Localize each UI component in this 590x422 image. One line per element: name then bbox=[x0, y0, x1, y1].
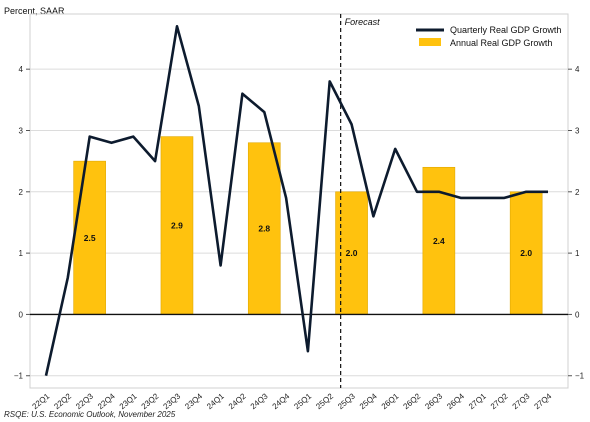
x-tick-label: 27Q3 bbox=[511, 391, 532, 411]
x-tick-label: 27Q1 bbox=[467, 391, 488, 411]
y-tick-label: 1 bbox=[19, 249, 24, 258]
y-tick-label: 3 bbox=[575, 126, 580, 135]
legend: Quarterly Real GDP Growth Annual Real GD… bbox=[416, 25, 561, 48]
annual-bar-2024 bbox=[247, 142, 281, 315]
y-tick-label: 4 bbox=[575, 65, 580, 74]
x-tick-label: 25Q1 bbox=[292, 391, 313, 411]
source-note: RSQE: U.S. Economic Outlook, November 20… bbox=[4, 410, 176, 419]
x-tick-label: 24Q1 bbox=[205, 391, 226, 411]
y-tick-label: 0 bbox=[575, 310, 580, 319]
quarterly-gdp-line bbox=[44, 24, 548, 376]
y-tick-label: 4 bbox=[19, 65, 24, 74]
x-tick-label: 27Q2 bbox=[489, 391, 510, 411]
x-tick-label: 22Q1 bbox=[31, 391, 52, 411]
legend-label-quarterly: Quarterly Real GDP Growth bbox=[450, 25, 561, 35]
forecast-divider: Forecast bbox=[340, 14, 381, 388]
bar-value-label: 2.0 bbox=[520, 248, 532, 258]
y-ticks-left: −1 0 1 2 3 4 bbox=[14, 65, 30, 381]
x-tick-labels: 22Q1 22Q2 22Q3 22Q4 23Q1 23Q2 23Q3 23Q4 24Q1 24Q2… bbox=[31, 391, 554, 411]
x-tick-label: 22Q2 bbox=[52, 391, 73, 411]
gridlines bbox=[29, 13, 569, 389]
bar-value-labels: 2.5 2.9 2.8 2.0 2.4 2.0 bbox=[84, 221, 533, 259]
y-tick-label: 3 bbox=[19, 126, 24, 135]
legend-bar-swatch bbox=[419, 38, 441, 46]
annual-bars bbox=[73, 136, 543, 315]
x-tick-label: 25Q4 bbox=[358, 391, 379, 411]
y-tick-label: 1 bbox=[575, 249, 580, 258]
x-tick-label: 22Q4 bbox=[96, 391, 117, 411]
legend-label-annual: Annual Real GDP Growth bbox=[450, 38, 552, 48]
bar-value-label: 2.8 bbox=[258, 224, 270, 234]
x-tick-label: 27Q4 bbox=[533, 391, 554, 411]
annual-bar-2027 bbox=[509, 191, 543, 315]
plot-frame bbox=[29, 13, 569, 389]
forecast-label: Forecast bbox=[345, 17, 381, 27]
x-tick-label: 24Q3 bbox=[249, 391, 270, 411]
bar-value-label: 2.5 bbox=[84, 233, 96, 243]
y-tick-label: 2 bbox=[575, 188, 580, 197]
bar-value-label: 2.0 bbox=[346, 248, 358, 258]
x-tick-label: 25Q3 bbox=[336, 391, 357, 411]
y-axis-label: Percent, SAAR bbox=[4, 6, 65, 16]
y-tick-label: 0 bbox=[19, 310, 24, 319]
x-tick-label: 23Q2 bbox=[140, 391, 161, 411]
quarterly-line bbox=[44, 24, 548, 376]
x-tick-label: 23Q3 bbox=[161, 391, 182, 411]
x-tick-label: 26Q1 bbox=[380, 391, 401, 411]
x-tick-label: 24Q4 bbox=[271, 391, 292, 411]
x-tick-label: 25Q2 bbox=[314, 391, 335, 411]
y-tick-label: −1 bbox=[14, 372, 24, 381]
x-tick-label: 26Q4 bbox=[445, 391, 466, 411]
x-tick-label: 23Q4 bbox=[183, 391, 204, 411]
x-tick-label: 26Q2 bbox=[402, 391, 423, 411]
y-ticks-right: −1 0 1 2 3 4 bbox=[568, 65, 585, 381]
y-tick-label: −1 bbox=[575, 372, 585, 381]
x-tick-label: 22Q3 bbox=[74, 391, 95, 411]
x-tick-label: 24Q2 bbox=[227, 391, 248, 411]
bar-value-label: 2.4 bbox=[433, 236, 445, 246]
x-tick-label: 23Q1 bbox=[118, 391, 139, 411]
y-tick-label: 2 bbox=[19, 188, 24, 197]
bar-value-label: 2.9 bbox=[171, 221, 183, 231]
annual-bar-2022 bbox=[73, 160, 106, 315]
x-tick-label: 26Q3 bbox=[423, 391, 444, 411]
